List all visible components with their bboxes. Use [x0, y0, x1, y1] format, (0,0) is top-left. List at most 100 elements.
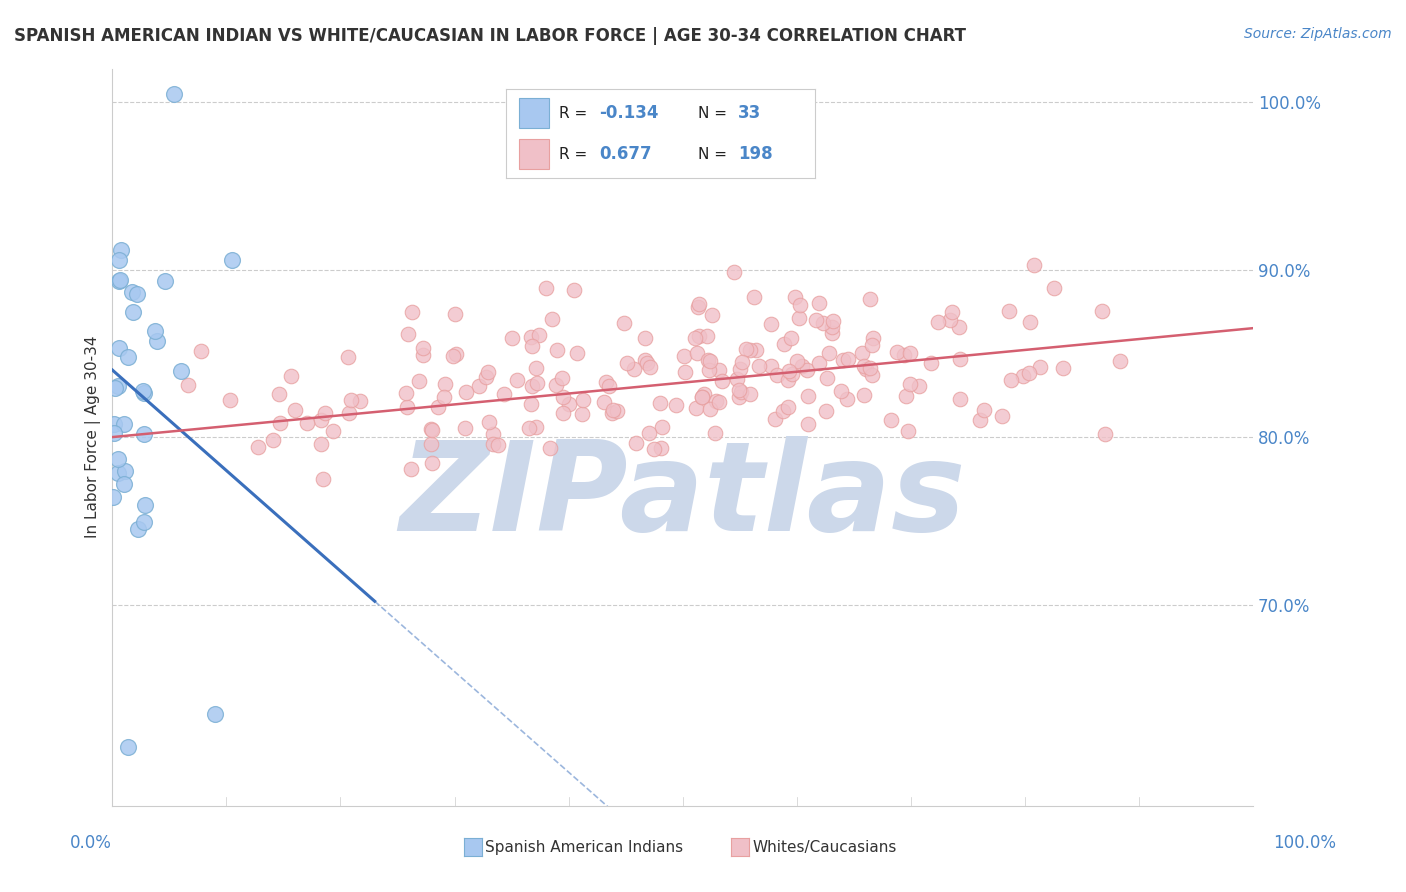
Point — [398, 326, 420, 341]
Point — [595, 375, 617, 389]
Point — [616, 356, 638, 370]
Point — [700, 308, 723, 322]
Point — [738, 386, 761, 401]
Point — [544, 378, 567, 392]
Text: Source: ZipAtlas.com: Source: ZipAtlas.com — [1244, 27, 1392, 41]
Point — [1052, 361, 1074, 376]
Point — [1018, 366, 1040, 380]
Point — [697, 352, 720, 367]
Point — [886, 344, 908, 359]
Point — [634, 331, 657, 345]
Text: Spanish American Indians: Spanish American Indians — [485, 840, 683, 855]
Point — [482, 436, 505, 450]
Point — [551, 390, 574, 404]
Text: 100.0%: 100.0% — [1272, 834, 1336, 852]
Point — [101, 490, 124, 504]
Point — [598, 379, 620, 393]
Point — [127, 287, 149, 301]
Point — [420, 423, 443, 437]
Point — [797, 389, 820, 403]
Point — [790, 359, 813, 373]
Point — [730, 385, 752, 400]
Point — [246, 440, 269, 454]
Point — [835, 392, 858, 406]
Point — [309, 437, 332, 451]
Point — [337, 406, 360, 420]
Point — [949, 392, 972, 406]
Point — [1094, 427, 1116, 442]
Point — [121, 285, 143, 300]
Point — [420, 457, 443, 471]
Point — [634, 353, 657, 368]
Point — [295, 416, 318, 430]
Point — [742, 290, 765, 304]
Point — [796, 362, 818, 376]
Point — [1029, 360, 1052, 375]
Point — [108, 273, 131, 287]
Point — [787, 310, 810, 325]
Point — [780, 331, 803, 345]
Point — [862, 331, 884, 345]
Point — [898, 346, 921, 360]
Point — [696, 329, 718, 343]
Point — [571, 408, 593, 422]
Point — [536, 281, 558, 295]
Point — [927, 315, 949, 329]
Point — [132, 386, 155, 401]
Point — [1019, 315, 1042, 329]
Point — [673, 365, 696, 379]
Point — [699, 402, 721, 417]
Point — [685, 401, 707, 416]
Point — [725, 372, 748, 386]
Point — [132, 426, 155, 441]
Point — [949, 351, 972, 366]
Point — [665, 398, 688, 412]
Point — [773, 337, 796, 351]
Point — [475, 370, 498, 384]
Point — [127, 522, 149, 536]
Point — [1109, 354, 1132, 368]
Point — [477, 364, 499, 378]
Point — [808, 356, 831, 370]
Point — [219, 393, 242, 408]
Point — [526, 376, 548, 390]
Point — [501, 331, 523, 345]
Point — [797, 417, 820, 432]
Point — [546, 343, 568, 357]
Y-axis label: In Labor Force | Age 30-34: In Labor Force | Age 30-34 — [86, 335, 101, 539]
Point — [110, 243, 132, 257]
Point — [789, 298, 811, 312]
Point — [941, 305, 963, 319]
Point — [1024, 258, 1046, 272]
Point — [821, 326, 844, 341]
Point — [638, 359, 661, 374]
Text: 0.0%: 0.0% — [70, 834, 112, 852]
Point — [896, 389, 918, 403]
Point — [785, 290, 807, 304]
Point — [969, 413, 991, 427]
Point — [837, 351, 859, 366]
Point — [564, 283, 586, 297]
Text: -0.134: -0.134 — [599, 104, 658, 122]
Point — [636, 355, 658, 369]
Point — [104, 381, 127, 395]
Point — [697, 363, 720, 377]
Point — [973, 402, 995, 417]
Point — [494, 387, 516, 401]
Point — [859, 361, 882, 376]
Point — [1091, 304, 1114, 318]
Point — [551, 371, 574, 385]
Point — [520, 397, 543, 411]
Point — [688, 297, 710, 311]
Point — [780, 368, 803, 382]
Point — [267, 387, 290, 401]
Point — [823, 314, 845, 328]
Point — [852, 359, 875, 373]
Point — [651, 419, 673, 434]
Point — [572, 392, 595, 407]
Point — [153, 274, 176, 288]
Text: 0.677: 0.677 — [599, 145, 651, 163]
Point — [821, 320, 844, 334]
Point — [776, 373, 799, 387]
Point — [112, 417, 135, 432]
